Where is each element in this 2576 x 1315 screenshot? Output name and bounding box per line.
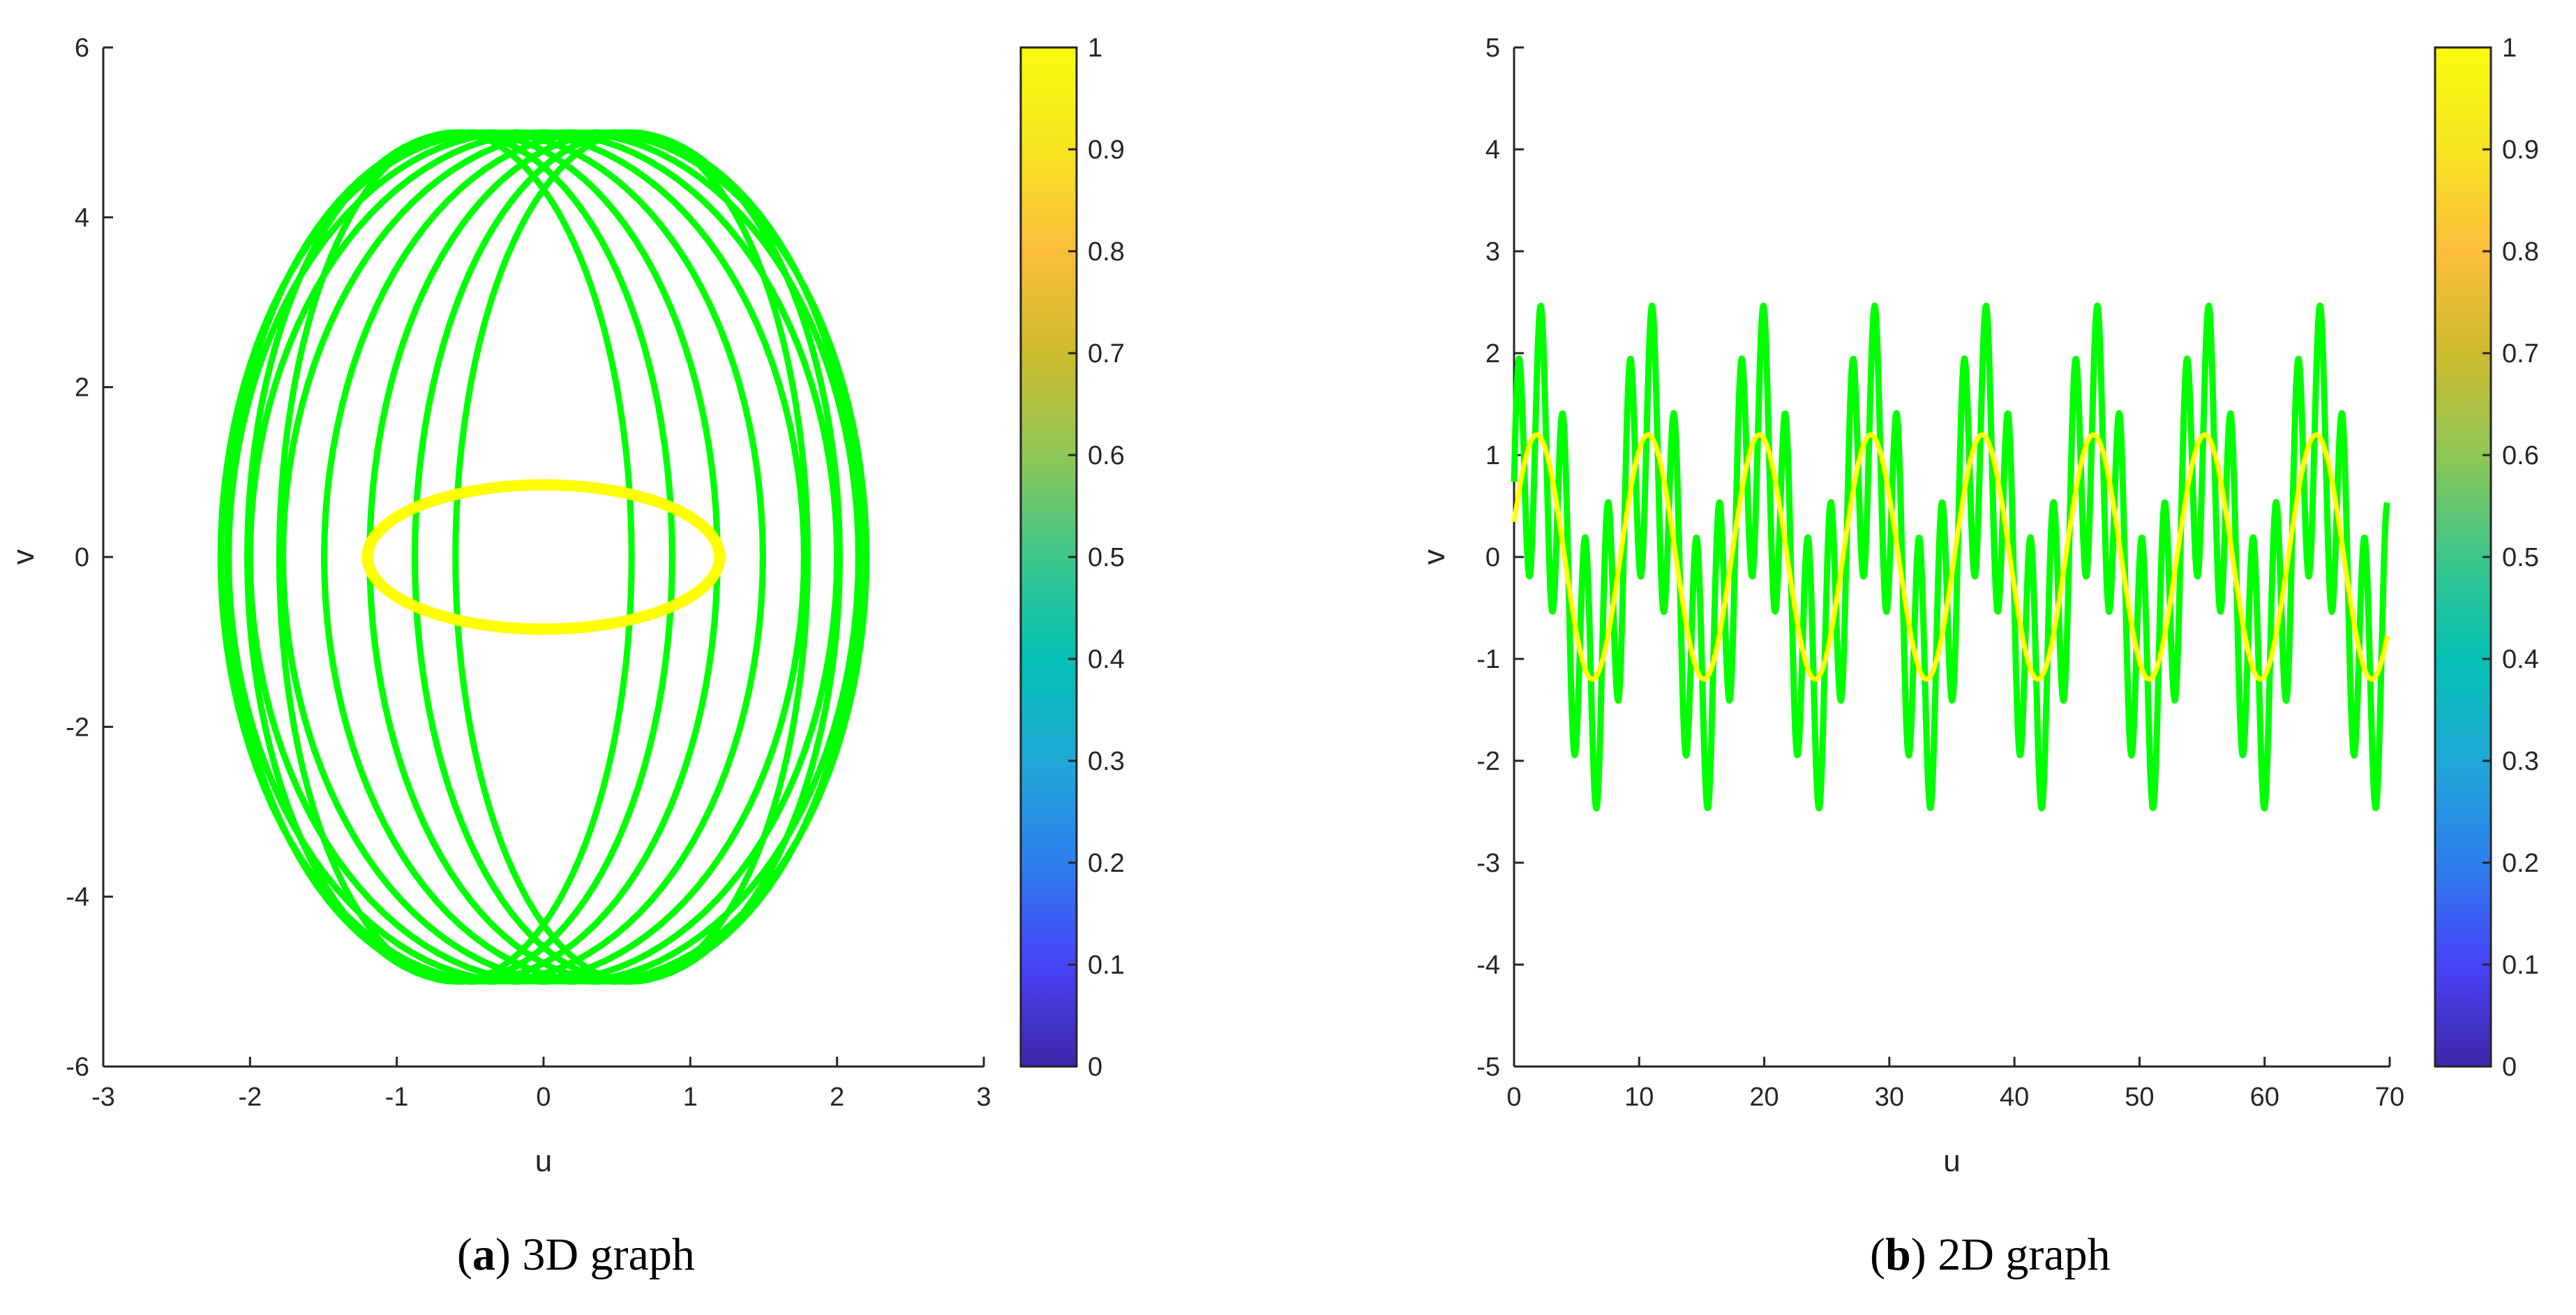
y-tick-label: 0	[75, 543, 89, 572]
colorbar-tick-label: 0.4	[2502, 645, 2539, 674]
y-axis-label: v	[6, 549, 40, 565]
series-green-loop	[217, 129, 766, 985]
y-tick-label: 4	[1485, 135, 1500, 165]
colorbar-tick-label: 0.9	[2502, 135, 2539, 165]
colorbar-tick-label: 0.8	[1088, 237, 1125, 267]
colorbar-tick-label: 1	[1088, 34, 1102, 63]
y-tick-label: -4	[66, 883, 89, 912]
colorbar-tick-label: 0.9	[1088, 135, 1125, 165]
caption-a: (a) 3D graph	[457, 1229, 695, 1280]
series-green-loop	[412, 129, 843, 985]
y-tick-label: -3	[1476, 849, 1500, 878]
colorbar-tick-label: 0.7	[1088, 339, 1125, 369]
series-green-loop	[246, 129, 841, 985]
y-tick-label: -6	[66, 1053, 89, 1082]
colorbar-tick-label: 0.3	[1088, 747, 1125, 776]
caption-a-text: 3D graph	[522, 1229, 695, 1280]
x-tick-label: -1	[385, 1083, 409, 1112]
series-green-loop	[246, 129, 841, 985]
x-tick-label: 0	[536, 1083, 551, 1112]
y-tick-label: 2	[1485, 339, 1500, 369]
colorbar-tick-label: 0.1	[1088, 951, 1125, 980]
colorbar-tick-label: 0.7	[2502, 339, 2539, 369]
caption-b-letter: b	[1885, 1229, 1911, 1280]
x-tick-label: 1	[683, 1083, 698, 1112]
colorbar-tick-label: 0.2	[2502, 849, 2539, 878]
y-tick-label: -2	[66, 713, 89, 742]
colorbar-tick-label: 0.5	[1088, 543, 1125, 572]
series-green-loop	[217, 129, 766, 985]
x-tick-label: 40	[2000, 1083, 2029, 1112]
series-green-loop	[321, 129, 870, 985]
y-tick-label: 1	[1485, 441, 1500, 470]
y-tick-label: 4	[75, 203, 89, 232]
y-tick-label: 5	[1485, 34, 1500, 63]
y-tick-label: 0	[1485, 543, 1500, 572]
y-tick-label: -1	[1476, 645, 1500, 674]
y-tick-label: -2	[1476, 747, 1500, 776]
series-green-loop	[321, 129, 870, 985]
series-green-line	[1511, 302, 2390, 812]
series-yellow-ellipse	[361, 479, 726, 635]
y-tick-label: -4	[1476, 951, 1500, 980]
x-tick-label: -2	[238, 1083, 262, 1112]
colorbar-tick-label: 0.8	[2502, 237, 2539, 267]
x-axis-label: u	[1943, 1144, 1960, 1178]
x-tick-label: 3	[976, 1083, 991, 1112]
colorbar-tick-label: 0.6	[2502, 441, 2539, 470]
subplot-a: -3 -2 -1 0 1 2 3 -6 -4 -2 0 2 4 6 u v 0 0.1 0.2 0.3 0.4 0.5 0.…	[6, 34, 1125, 1178]
series-green-loop	[276, 129, 635, 985]
x-tick-label: 10	[1624, 1083, 1654, 1112]
colorbar-tick-label: 0.2	[1088, 849, 1125, 878]
colorbar-tick-label: 0.1	[2502, 951, 2539, 980]
x-tick-label: 20	[1749, 1083, 1779, 1112]
x-tick-label: 0	[1506, 1083, 1521, 1112]
caption-a-letter: a	[472, 1229, 495, 1280]
y-tick-label: 3	[1485, 237, 1500, 267]
x-tick-label: 2	[830, 1083, 844, 1112]
y-tick-label: -5	[1476, 1053, 1500, 1082]
series-green-loop	[280, 129, 862, 985]
y-tick-label: 2	[75, 373, 89, 403]
x-axis-label: u	[535, 1144, 552, 1178]
series-yellow-line	[1511, 432, 2390, 682]
y-axis-label: v	[1417, 549, 1451, 565]
colorbar-tick-label: 0.6	[1088, 441, 1125, 470]
x-tick-label: 50	[2125, 1083, 2154, 1112]
x-tick-label: 70	[2375, 1083, 2404, 1112]
caption-b: (b) 2D graph	[1870, 1229, 2111, 1280]
subplot-b: 0 10 20 30 40 50 60 70 -5 -4 -3 -2 -1 0 1 2 3 4 5 u v 0 0.1 0.2…	[1417, 34, 2539, 1178]
colorbar-tick-label: 0	[1088, 1053, 1102, 1082]
colorbar-tick-label: 0.4	[1088, 645, 1125, 674]
colorbar-tick-label: 0.5	[2502, 543, 2539, 572]
series-green-loop	[225, 129, 807, 985]
x-tick-label: 60	[2250, 1083, 2279, 1112]
series-green-loop	[452, 129, 811, 985]
x-tick-label: -3	[91, 1083, 115, 1112]
colorbar-tick-label: 0	[2502, 1053, 2517, 1082]
caption-b-text: 2D graph	[1938, 1229, 2111, 1280]
y-tick-label: 6	[75, 34, 89, 63]
colorbar-tick-label: 1	[2502, 34, 2517, 63]
colorbar-tick-label: 0.3	[2502, 747, 2539, 776]
colorbar	[1019, 46, 1078, 1068]
x-tick-label: 30	[1875, 1083, 1904, 1112]
